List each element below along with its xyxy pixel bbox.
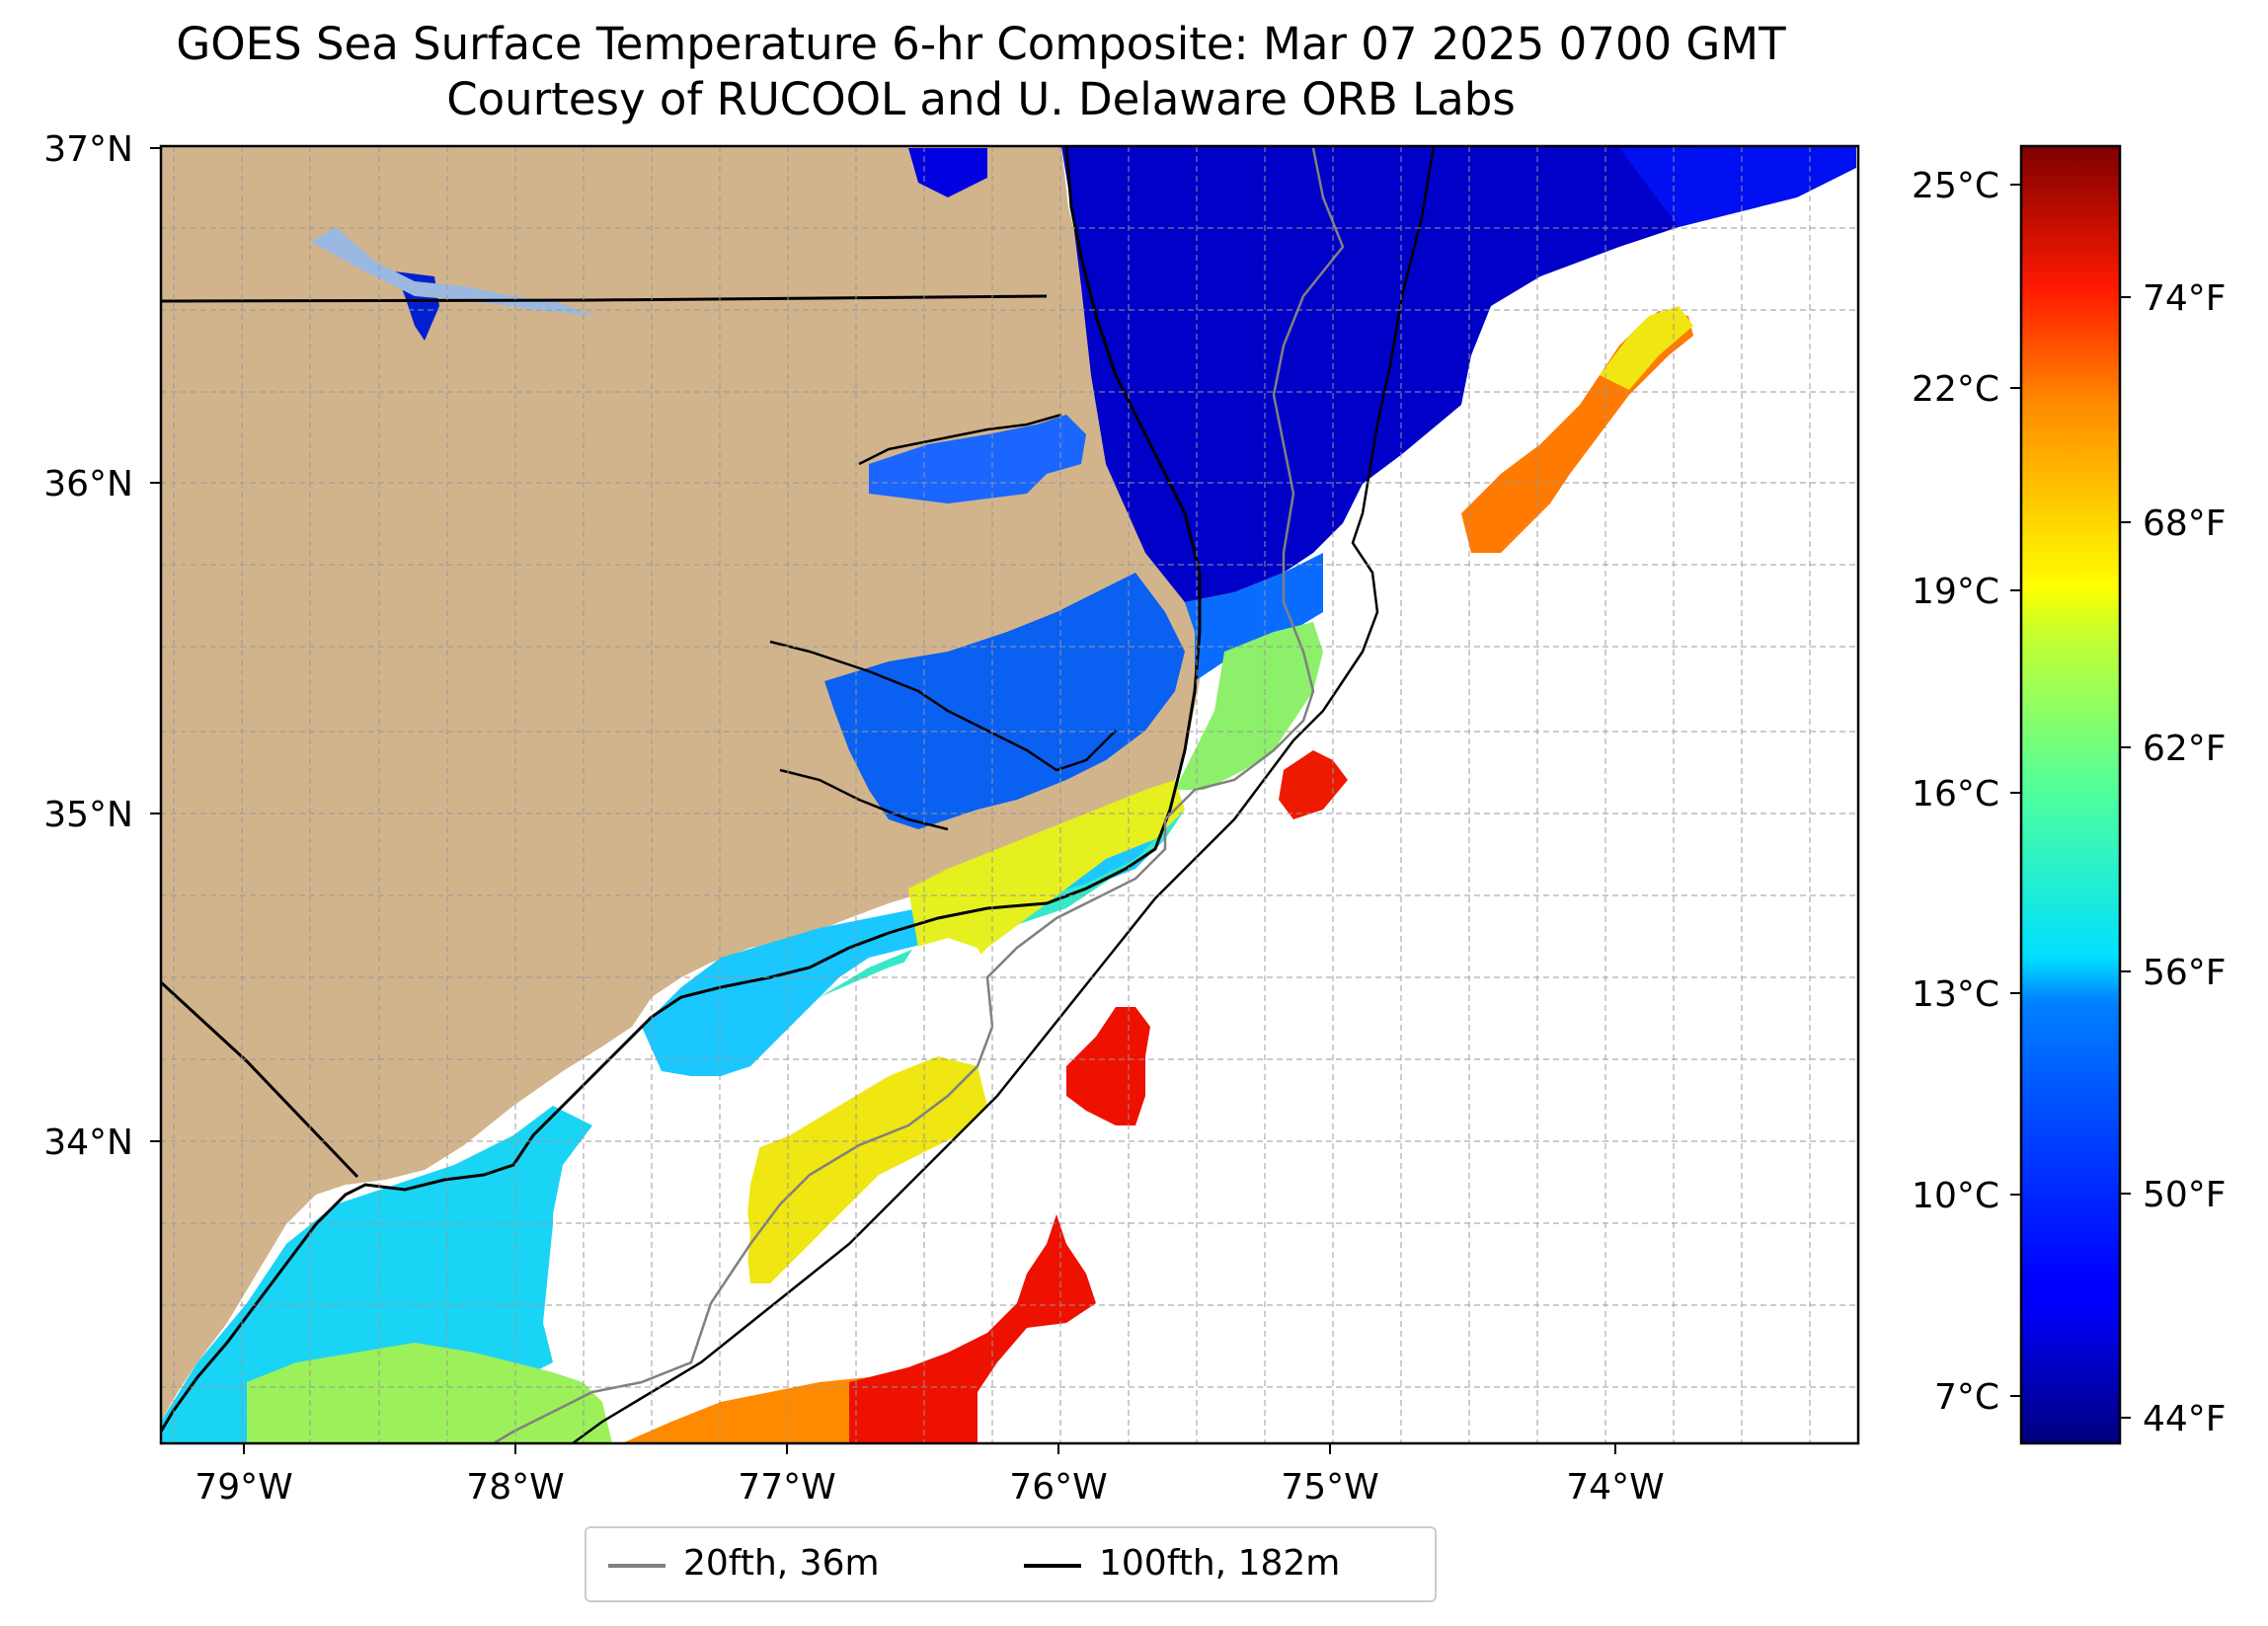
colorbar-f-label: 56°F [2143, 953, 2227, 993]
colorbar-f-label: 68°F [2143, 503, 2227, 544]
lon-tick-label: 74°W [1566, 1467, 1664, 1508]
sst-south-green [247, 1343, 612, 1443]
map-title: GOES Sea Surface Temperature 6-hr Compos… [176, 18, 1786, 70]
cloud-gap-raleigh-bay [879, 938, 997, 1046]
sst-eddy-red-mid [1066, 1007, 1150, 1125]
colorbar-c-label: 13°C [1912, 974, 1999, 1015]
isobath-legend: 20fth, 36m 100fth, 182m [585, 1526, 1437, 1602]
sst-eddy-red-north [1279, 750, 1348, 819]
lon-tick-label: 78°W [466, 1467, 564, 1508]
lat-tick-label: 36°N [43, 464, 133, 504]
colorbar-f-label: 44°F [2143, 1399, 2227, 1439]
sst-outer-banks-green [1175, 622, 1323, 790]
gridlines [161, 146, 1858, 1443]
legend-swatch-20fth [608, 1564, 665, 1568]
lon-tick-label: 79°W [195, 1467, 292, 1508]
lat-tick-label: 37°N [43, 129, 133, 170]
state-boundary-va-nc [160, 294, 1048, 303]
coastline [159, 145, 1202, 1432]
isobath-20fth [493, 147, 1345, 1445]
colorbar-c-label: 25°C [1912, 166, 1999, 206]
sst-field [161, 146, 1856, 1443]
lon-tick-label: 75°W [1281, 1467, 1378, 1508]
state-boundary-nc-sc [159, 980, 359, 1179]
colorbar-c-ticks [2010, 184, 2021, 1397]
colorbar-f-label: 50°F [2143, 1175, 2227, 1215]
map-subtitle: Courtesy of RUCOOL and U. Delaware ORB L… [446, 73, 1516, 125]
legend-label-20fth: 20fth, 36m [683, 1543, 880, 1584]
colorbar-c-label: 7°C [1934, 1377, 1999, 1418]
sst-mid-blue [1185, 553, 1323, 681]
sst-offshore-filament-yellow [1600, 306, 1693, 390]
lon-tick-label: 77°W [738, 1467, 835, 1508]
lat-tick-label: 34°N [43, 1123, 133, 1163]
colorbar [2019, 144, 2122, 1445]
colorbar-c-label: 22°C [1912, 369, 1999, 410]
sst-blue-north [1619, 146, 1856, 227]
sst-cold-blob-north [908, 148, 987, 197]
map-frame [159, 144, 1860, 1445]
sst-gulfstream-red-south [849, 1214, 1096, 1443]
lat-tick-label: 35°N [43, 795, 133, 835]
isobath-100fth [572, 145, 1436, 1445]
sst-yellow-band [908, 780, 1185, 977]
colorbar-c-label: 19°C [1912, 572, 1999, 612]
reservoir [311, 227, 597, 316]
pamlico-sound [824, 573, 1185, 829]
sound-shoreline [769, 413, 1117, 831]
colorbar-f-ticks [2120, 296, 2131, 1419]
colorbar-c-label: 16°C [1912, 774, 1999, 814]
lon-axis [243, 1443, 1616, 1454]
colorbar-f-label: 74°F [2143, 278, 2227, 319]
legend-label-100fth: 100fth, 182m [1099, 1543, 1341, 1584]
lon-tick-label: 76°W [1009, 1467, 1107, 1508]
lat-axis [150, 147, 161, 1142]
sst-cold-north [1061, 146, 1851, 602]
sst-coastal-teal [820, 810, 1185, 997]
colorbar-c-label: 10°C [1912, 1176, 1999, 1216]
colorbar-f-label: 62°F [2143, 729, 2227, 769]
albemarle-sound [869, 415, 1086, 503]
legend-swatch-100fth [1024, 1564, 1081, 1568]
